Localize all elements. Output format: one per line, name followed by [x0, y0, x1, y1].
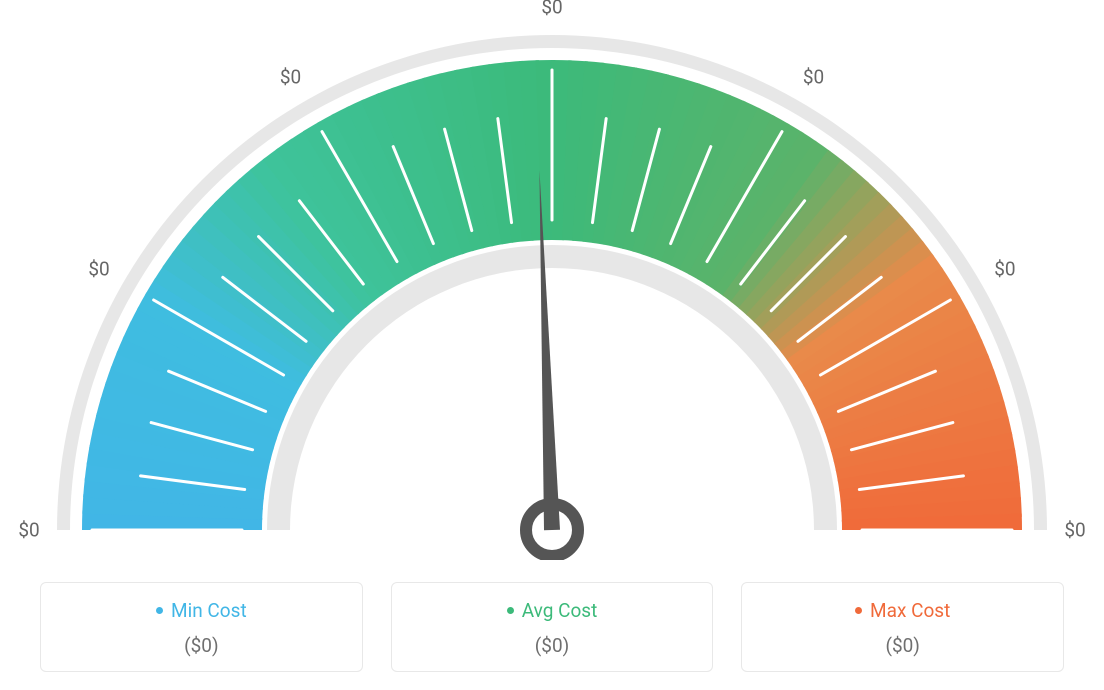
legend-dot-max [855, 607, 862, 614]
legend-value-min: ($0) [51, 634, 352, 657]
legend-top-avg: Avg Cost [507, 599, 598, 622]
legend-value-avg: ($0) [402, 634, 703, 657]
gauge-svg [0, 0, 1104, 560]
legend-top-max: Max Cost [855, 599, 950, 622]
gauge-tick-label: $0 [541, 0, 562, 19]
legend-card-min: Min Cost ($0) [40, 582, 363, 672]
legend-label-avg: Avg Cost [522, 599, 598, 622]
gauge-tick-label: $0 [280, 66, 301, 89]
gauge-tick-label: $0 [88, 257, 109, 280]
gauge-tick-label: $0 [994, 257, 1015, 280]
gauge-tick-label: $0 [1064, 519, 1085, 542]
legend-dot-avg [507, 607, 514, 614]
legend-dot-min [156, 607, 163, 614]
legend-label-min: Min Cost [171, 599, 247, 622]
gauge-tick-label: $0 [803, 66, 824, 89]
gauge-tick-label: $0 [18, 519, 39, 542]
legend-value-max: ($0) [752, 634, 1053, 657]
legend-row: Min Cost ($0) Avg Cost ($0) Max Cost ($0… [40, 582, 1064, 672]
cost-gauge-chart: $0 $0 $0 $0 $0 $0 $0 Min Cost ($0) Avg Cost ($… [0, 0, 1104, 690]
legend-card-max: Max Cost ($0) [741, 582, 1064, 672]
legend-top-min: Min Cost [156, 599, 247, 622]
legend-card-avg: Avg Cost ($0) [391, 582, 714, 672]
legend-label-max: Max Cost [870, 599, 950, 622]
gauge-area: $0 $0 $0 $0 $0 $0 $0 [0, 0, 1104, 560]
